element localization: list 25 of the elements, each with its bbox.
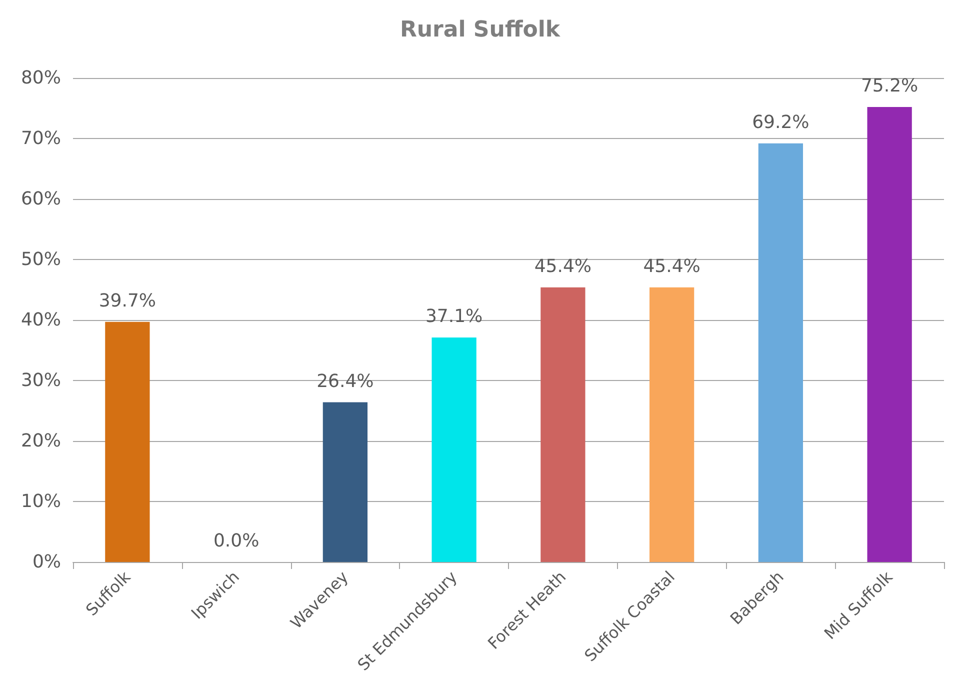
- data-label: 37.1%: [425, 306, 483, 328]
- y-tick-label: 40%: [20, 310, 61, 330]
- bar: [649, 287, 694, 562]
- bar: [867, 107, 912, 562]
- bar: [432, 338, 476, 562]
- chart-title: Rural Suffolk: [400, 18, 562, 42]
- data-label: 0.0%: [213, 530, 260, 552]
- bar: [540, 287, 586, 562]
- y-tick-label: 10%: [20, 491, 61, 512]
- bar: [105, 322, 150, 562]
- data-label: 45.4%: [534, 256, 592, 277]
- data-label: 69.2%: [752, 112, 810, 133]
- y-tick-label: 50%: [20, 249, 61, 270]
- y-tick-label: 80%: [20, 68, 61, 88]
- data-label: 26.4%: [316, 370, 374, 392]
- bar: [758, 143, 804, 562]
- y-tick-label: 70%: [20, 128, 61, 149]
- y-tick-label: 0%: [32, 552, 61, 572]
- y-tick-label: 30%: [20, 370, 61, 391]
- data-label: 39.7%: [98, 290, 156, 312]
- data-label: 45.4%: [643, 256, 700, 277]
- y-tick-label: 20%: [20, 430, 61, 452]
- bar: [322, 402, 368, 562]
- y-tick-label: 60%: [20, 188, 61, 210]
- data-label: 75.2%: [860, 76, 918, 97]
